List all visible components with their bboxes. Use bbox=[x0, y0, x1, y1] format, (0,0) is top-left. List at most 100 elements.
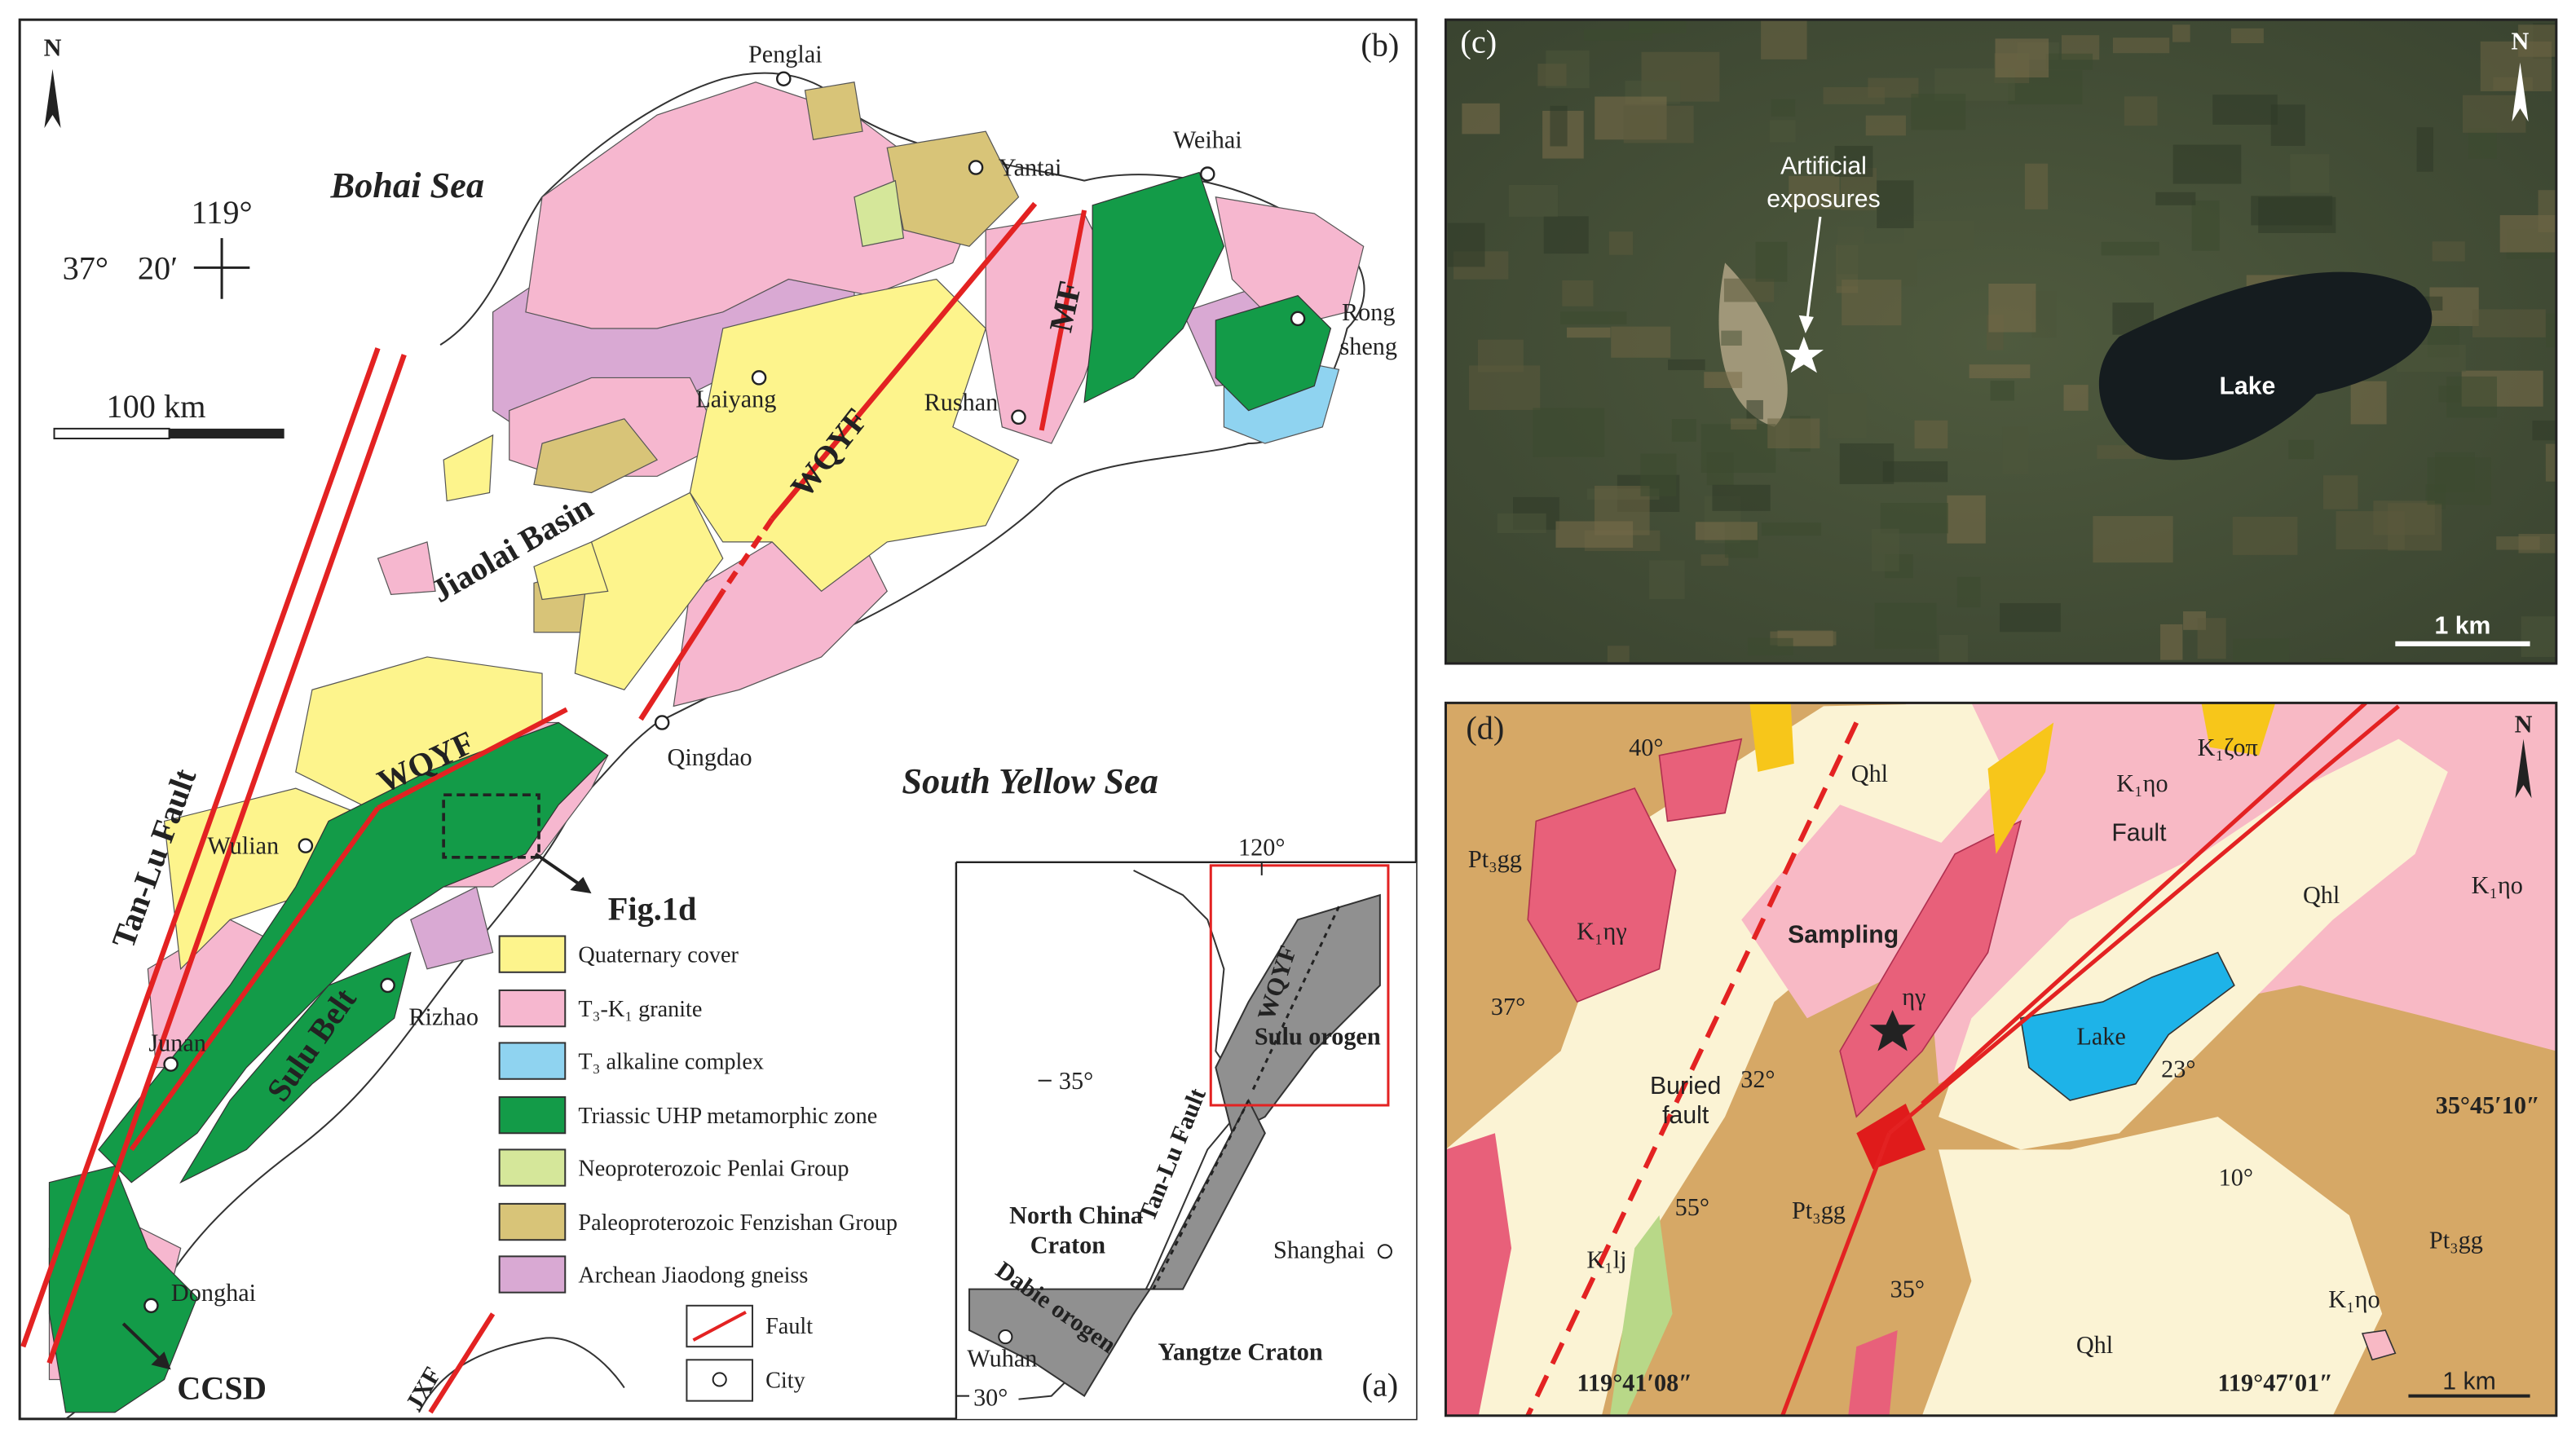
field-patch bbox=[1914, 420, 1948, 449]
city-label: Rushan bbox=[924, 389, 999, 417]
field-patch bbox=[1555, 521, 1634, 548]
legend-swatch bbox=[498, 1202, 567, 1241]
granite bbox=[377, 541, 436, 596]
field-patch bbox=[1723, 278, 1775, 302]
legend-swatch bbox=[498, 1042, 567, 1080]
unit-label: K₁lj bbox=[1586, 1245, 1626, 1273]
field-patch bbox=[2024, 163, 2049, 209]
unit-label: Qhl bbox=[1851, 760, 1888, 787]
yellow-unit bbox=[2201, 703, 2276, 756]
north-arrow bbox=[44, 68, 61, 129]
k1-eta-gamma-unit bbox=[1848, 1330, 1898, 1416]
field-patch bbox=[1508, 184, 1559, 217]
dip-label: 10° bbox=[2219, 1164, 2253, 1192]
k1-eta-gamma-unit bbox=[1445, 1133, 1512, 1416]
field-patch bbox=[2518, 24, 2556, 57]
fault bbox=[1780, 1132, 1891, 1416]
field-patch bbox=[1695, 522, 1758, 540]
annotation: Buried bbox=[1650, 1073, 1721, 1100]
city-label: Penglai bbox=[748, 41, 823, 68]
dip-label: 55° bbox=[1675, 1193, 1709, 1221]
arrow bbox=[1806, 216, 1822, 321]
scale-bar bbox=[169, 428, 285, 439]
north-arrow bbox=[2512, 62, 2529, 122]
legend-swatch bbox=[712, 1372, 727, 1387]
city-label: Donghai bbox=[171, 1279, 256, 1307]
field-patch bbox=[2322, 475, 2358, 509]
field-patch bbox=[1823, 86, 1886, 104]
field-patch bbox=[2468, 127, 2497, 159]
field-patch bbox=[2172, 24, 2190, 42]
legend-label: Paleoproterozoic Fenzishan Group bbox=[578, 1210, 898, 1236]
city-label: Rizhao bbox=[408, 1003, 479, 1030]
field-patch bbox=[1880, 503, 1948, 534]
field-patch bbox=[1877, 180, 1914, 228]
field-patch bbox=[1761, 522, 1822, 536]
field-patch bbox=[1477, 339, 1524, 372]
wqyf-fault bbox=[638, 589, 726, 721]
lake bbox=[2098, 271, 2433, 461]
field-patch bbox=[1671, 419, 1696, 442]
dip-label: 37° bbox=[1491, 993, 1525, 1020]
field-patch bbox=[1939, 635, 1969, 663]
field-patch bbox=[1607, 646, 1630, 664]
city-marker bbox=[143, 1298, 159, 1314]
unit-label: Pt₃gg bbox=[2429, 1226, 2483, 1254]
field-patch bbox=[1995, 38, 2049, 78]
field-patch bbox=[1969, 364, 2031, 379]
panel-c: (c) N Artificial exposures Lake 1 km bbox=[1444, 18, 2558, 665]
scale-bar bbox=[53, 427, 170, 439]
dip-label: 35° bbox=[1890, 1276, 1925, 1303]
field-patch bbox=[1956, 576, 1981, 608]
scale-label: 1 km bbox=[2442, 1369, 2495, 1395]
field-patch bbox=[1874, 602, 1937, 649]
field-patch bbox=[1649, 560, 1685, 599]
field-patch bbox=[2233, 638, 2290, 663]
coordinate-label: 30° bbox=[973, 1384, 1008, 1412]
field-patch bbox=[1789, 175, 1840, 209]
field-patch bbox=[1988, 283, 2036, 333]
city-label: Wulian bbox=[207, 832, 279, 860]
field-patch bbox=[2112, 37, 2170, 54]
field-patch bbox=[1447, 223, 1485, 267]
field-patch bbox=[1560, 311, 1627, 324]
field-patch bbox=[1623, 105, 1694, 143]
legend-swatch bbox=[498, 1095, 567, 1135]
tan-lu-fault bbox=[20, 347, 381, 1348]
north-label: N bbox=[44, 34, 62, 62]
field-patch bbox=[1990, 381, 2015, 401]
city-label: Junan bbox=[148, 1029, 206, 1057]
field-patch bbox=[1462, 103, 1500, 134]
field-patch bbox=[2045, 53, 2093, 70]
field-patch bbox=[1562, 280, 1594, 306]
field-patch bbox=[2521, 616, 2556, 657]
legend-swatch bbox=[498, 989, 567, 1028]
city-marker bbox=[1377, 1244, 1392, 1259]
sample-star bbox=[1869, 1010, 1916, 1051]
field-patch bbox=[2063, 385, 2089, 411]
field-patch bbox=[1770, 120, 1796, 143]
field-patch bbox=[2000, 603, 2061, 633]
coordinate-label: 119° bbox=[192, 194, 253, 231]
arrow-head bbox=[570, 876, 592, 894]
unit-label: K₁ηο bbox=[2472, 871, 2523, 899]
fault bbox=[1887, 704, 2400, 1135]
eta-gamma-intrusion bbox=[1856, 1103, 1925, 1170]
field-patch bbox=[1871, 528, 1899, 571]
fault bbox=[1921, 703, 2367, 1105]
city-label: Shanghai bbox=[1273, 1236, 1365, 1263]
field-patch bbox=[1761, 20, 1807, 60]
granite bbox=[1215, 196, 1365, 329]
dip-label: 40° bbox=[1629, 734, 1663, 761]
annotation: exposures bbox=[1767, 186, 1880, 213]
field-patch bbox=[1747, 637, 1793, 655]
field-patch bbox=[1911, 93, 1966, 130]
field-patch bbox=[1842, 280, 1902, 326]
granite bbox=[525, 82, 987, 329]
scale-label: 100 km bbox=[106, 388, 205, 425]
coordinate-label: 119°47′01″ bbox=[2218, 1369, 2333, 1397]
g bbox=[1445, 703, 2556, 1416]
unit-label: Qhl bbox=[2076, 1331, 2113, 1359]
city-markers bbox=[143, 71, 1306, 1314]
